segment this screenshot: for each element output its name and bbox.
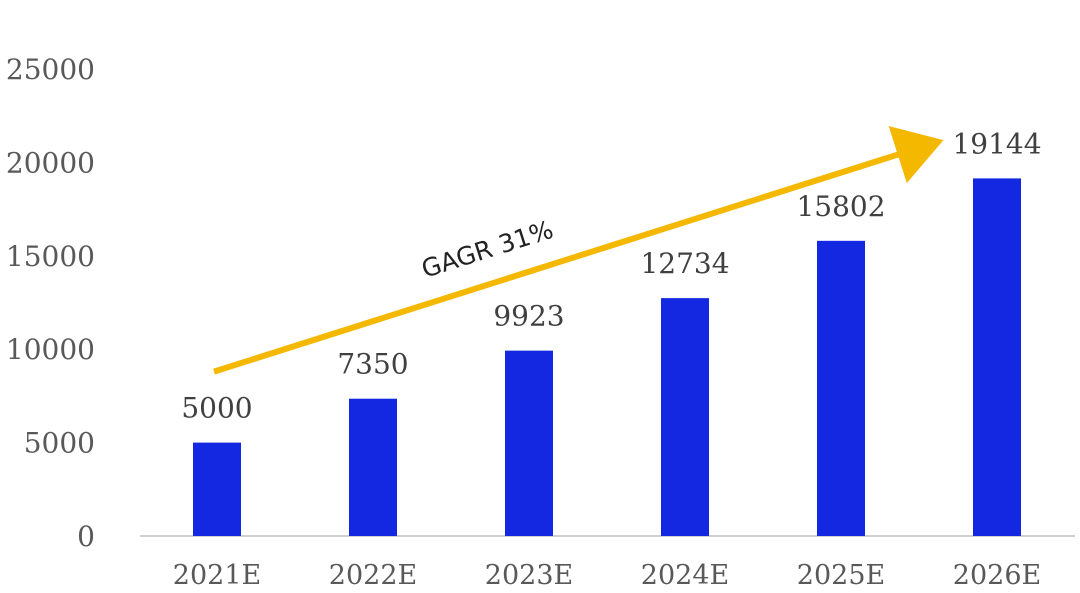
bar-2021E xyxy=(193,442,241,536)
y-axis-ticks: 0 5000 10000 15000 20000 25000 xyxy=(6,53,95,553)
cagr-arrow xyxy=(213,126,944,375)
y-tick-label: 25000 xyxy=(6,53,95,86)
x-tick-label: 2023E xyxy=(485,560,573,591)
y-tick-label: 20000 xyxy=(6,146,95,179)
x-tick-label: 2025E xyxy=(797,560,885,591)
y-tick-label: 5000 xyxy=(24,427,95,460)
data-label: 19144 xyxy=(952,127,1041,160)
data-label: 5000 xyxy=(181,392,252,425)
bar-2022E xyxy=(349,398,397,536)
bar-2023E xyxy=(505,350,553,536)
bar-2024E xyxy=(661,298,709,536)
data-labels: 5000 7350 9923 12734 15802 19144 xyxy=(181,127,1041,424)
data-label: 7350 xyxy=(337,348,408,381)
bars xyxy=(193,178,1021,536)
y-tick-label: 0 xyxy=(77,520,95,553)
x-tick-label: 2026E xyxy=(953,560,1041,591)
x-tick-label: 2022E xyxy=(329,560,417,591)
bar-2026E xyxy=(973,178,1021,536)
x-axis-ticks: 2021E 2022E 2023E 2024E 2025E 2026E xyxy=(173,560,1041,591)
data-label: 15802 xyxy=(796,190,885,223)
cagr-annotation: GAGR 31% xyxy=(418,215,557,284)
x-tick-label: 2024E xyxy=(641,560,729,591)
data-label: 9923 xyxy=(493,300,564,333)
data-label: 12734 xyxy=(640,247,729,280)
x-tick-label: 2021E xyxy=(173,560,261,591)
y-tick-label: 15000 xyxy=(6,240,95,273)
y-tick-label: 10000 xyxy=(6,333,95,366)
bar-2025E xyxy=(817,240,865,536)
